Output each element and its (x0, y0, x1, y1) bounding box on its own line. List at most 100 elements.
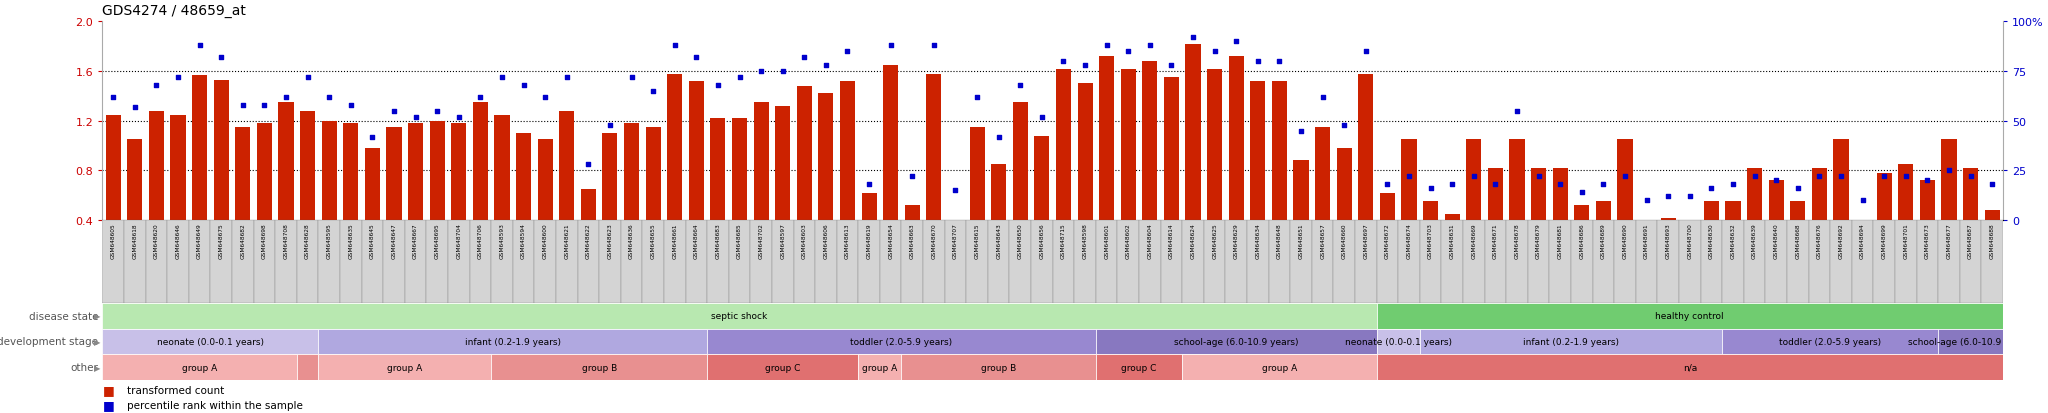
Point (1890, 173, 1923, 180)
Bar (1466, 140, 1481, 221)
Bar (969, 128, 985, 221)
Point (918, 43, 950, 50)
Bar (1722, 221, 1743, 303)
Text: GSM648650: GSM648650 (1018, 223, 1022, 259)
Bar (344, 124, 358, 221)
Point (1198, 49, 1231, 55)
Bar (664, 221, 686, 303)
Bar (883, 66, 899, 221)
Bar (1356, 221, 1376, 303)
Text: GSM648692: GSM648692 (1839, 223, 1843, 259)
Point (1868, 173, 1901, 180)
Point (1264, 59, 1296, 65)
Text: GSM648678: GSM648678 (1516, 223, 1520, 259)
Text: GSM648673: GSM648673 (1925, 223, 1929, 259)
Bar (1462, 221, 1485, 303)
Text: GSM648664: GSM648664 (694, 223, 698, 259)
Bar (426, 221, 449, 303)
Bar (1034, 136, 1049, 221)
Bar (469, 221, 492, 303)
Text: ■: ■ (102, 383, 115, 396)
Text: infant (0.2-1.9 years): infant (0.2-1.9 years) (465, 337, 561, 346)
Bar (102, 221, 125, 303)
Bar (1333, 221, 1356, 303)
Bar (1614, 221, 1636, 303)
Text: GSM648679: GSM648679 (1536, 223, 1540, 259)
Bar (274, 221, 297, 303)
Bar (1186, 45, 1200, 221)
Text: GSM648676: GSM648676 (1817, 223, 1823, 259)
Bar (1937, 329, 2003, 354)
Text: group A: group A (862, 363, 897, 372)
Bar (322, 121, 336, 221)
Text: GSM648656: GSM648656 (1040, 223, 1044, 259)
Bar (668, 74, 682, 221)
Point (227, 102, 260, 109)
Text: GDS4274 / 48659_at: GDS4274 / 48659_at (102, 4, 246, 18)
Bar (1247, 221, 1268, 303)
Bar (1593, 221, 1614, 303)
Bar (1249, 82, 1266, 221)
Point (1026, 114, 1059, 121)
Text: GSM648618: GSM648618 (133, 223, 137, 259)
Point (1307, 94, 1339, 101)
Text: GSM648677: GSM648677 (1946, 223, 1952, 259)
Bar (991, 165, 1006, 221)
Bar (535, 221, 555, 303)
Text: GSM648701: GSM648701 (1903, 223, 1909, 259)
Text: group C: group C (1122, 363, 1157, 372)
Bar (1075, 221, 1096, 303)
Point (377, 108, 410, 115)
Bar (1380, 193, 1395, 221)
Bar (1376, 354, 2003, 380)
Text: GSM648597: GSM648597 (780, 223, 784, 259)
Text: GSM648647: GSM648647 (391, 223, 397, 259)
Bar (819, 94, 834, 221)
Bar (840, 82, 856, 221)
Bar (774, 107, 791, 221)
Bar (881, 221, 901, 303)
Text: toddler (2.0-5.9 years): toddler (2.0-5.9 years) (1780, 337, 1882, 346)
Text: GSM648697: GSM648697 (1364, 223, 1368, 259)
Bar (1096, 354, 1182, 380)
Text: GSM648649: GSM648649 (197, 223, 203, 259)
Bar (686, 221, 707, 303)
Bar (1942, 140, 1956, 221)
Point (961, 94, 993, 101)
Bar (707, 354, 858, 380)
Bar (1419, 221, 1442, 303)
Point (680, 55, 713, 61)
Point (1802, 173, 1835, 180)
Text: GSM648687: GSM648687 (1968, 223, 1972, 259)
Point (1415, 185, 1448, 192)
Bar (537, 140, 553, 221)
Bar (1874, 221, 1894, 303)
Bar (1833, 140, 1849, 221)
Text: group B: group B (981, 363, 1016, 372)
Point (1696, 185, 1729, 192)
Text: GSM648693: GSM648693 (1665, 223, 1671, 259)
Bar (1485, 221, 1505, 303)
Bar (1575, 206, 1589, 221)
Point (420, 108, 453, 115)
Text: GSM648639: GSM648639 (1753, 223, 1757, 259)
Text: GSM648657: GSM648657 (1321, 223, 1325, 259)
Point (162, 74, 195, 81)
Text: GSM648598: GSM648598 (1083, 223, 1087, 259)
Text: GSM648660: GSM648660 (1341, 223, 1348, 259)
Bar (1960, 221, 1980, 303)
Point (1954, 173, 1987, 180)
Text: group A: group A (387, 363, 422, 372)
Text: GSM648628: GSM648628 (305, 223, 309, 259)
Text: GSM648695: GSM648695 (434, 223, 440, 259)
Bar (1401, 140, 1417, 221)
Point (1673, 193, 1706, 200)
Bar (1358, 74, 1374, 221)
Text: ▶: ▶ (94, 311, 100, 320)
Text: ■: ■ (102, 398, 115, 411)
Bar (1376, 221, 1399, 303)
Bar (1571, 221, 1593, 303)
Bar (1769, 181, 1784, 221)
Text: GSM648700: GSM648700 (1688, 223, 1692, 259)
Text: GSM648715: GSM648715 (1061, 223, 1065, 259)
